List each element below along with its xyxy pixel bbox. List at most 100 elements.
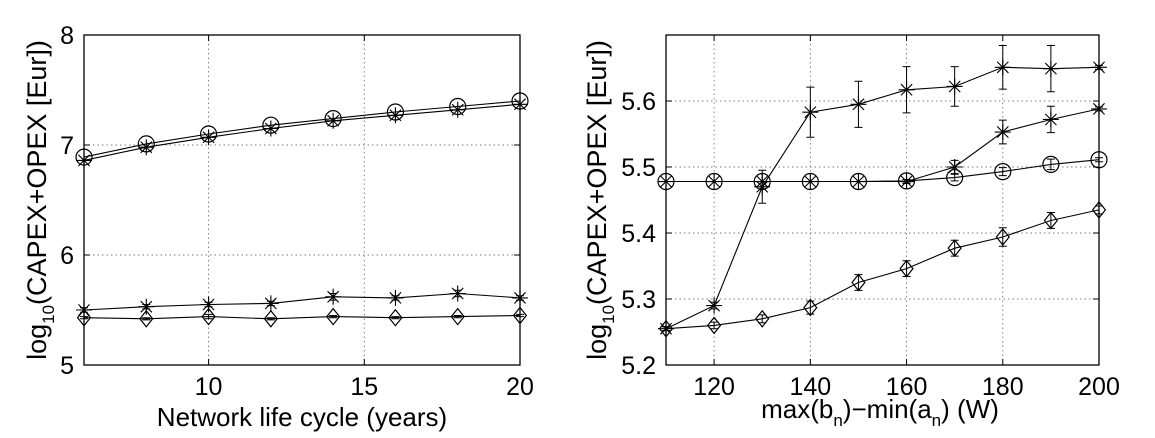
marker-diamond bbox=[201, 307, 216, 326]
error-bar bbox=[710, 321, 719, 330]
y-axis-label-subscript: 10 bbox=[599, 305, 618, 324]
marker-circle bbox=[994, 163, 1012, 181]
y-tick-label: 6 bbox=[60, 242, 74, 270]
marker-circle bbox=[705, 172, 723, 191]
y-tick-label: 5.2 bbox=[621, 352, 656, 380]
marker-star bbox=[262, 120, 279, 137]
y-axis-label-rest: (CAPEX+OPEX [Eur]) bbox=[22, 40, 52, 305]
x-axis-label-part3: ) (W) bbox=[941, 394, 999, 424]
error-bar bbox=[266, 317, 275, 321]
x-axis-label: Network life cycle (years) bbox=[157, 402, 447, 432]
error-bar bbox=[204, 313, 213, 320]
error-bar bbox=[142, 317, 151, 321]
marker-diamond bbox=[706, 316, 722, 335]
marker-circle bbox=[1042, 155, 1060, 173]
x-tick-label: 15 bbox=[350, 373, 378, 401]
plot-frame bbox=[665, 34, 1100, 366]
marker-circle bbox=[849, 172, 868, 191]
marker-diamond bbox=[388, 308, 403, 327]
plot-frame bbox=[83, 34, 521, 366]
marker-diamond bbox=[325, 307, 341, 326]
marker-star bbox=[200, 296, 217, 313]
x-axis-label: max(bn)−min(an) (W) bbox=[761, 394, 999, 430]
series-0 bbox=[658, 45, 1107, 337]
marker-star bbox=[1042, 111, 1059, 128]
marker-star bbox=[898, 81, 915, 98]
marker-star bbox=[138, 298, 155, 315]
series-3 bbox=[658, 200, 1107, 338]
marker-star bbox=[994, 59, 1011, 76]
series-1 bbox=[658, 100, 1107, 190]
series-line bbox=[83, 292, 521, 311]
marker-star bbox=[200, 129, 217, 146]
marker-diamond bbox=[851, 273, 866, 292]
series-layer bbox=[657, 45, 1108, 338]
marker-star bbox=[387, 289, 404, 306]
marker-circle bbox=[753, 172, 771, 191]
marker-star bbox=[946, 159, 963, 175]
error-bar bbox=[998, 167, 1007, 177]
error-bar bbox=[1046, 212, 1055, 229]
marker-diamond bbox=[899, 259, 914, 278]
series-2 bbox=[657, 151, 1108, 191]
marker-star bbox=[1042, 60, 1059, 77]
x-tick-label: 120 bbox=[693, 373, 735, 401]
series-line bbox=[666, 108, 1100, 183]
error-bar bbox=[998, 227, 1007, 247]
y-tick-label: 7 bbox=[60, 132, 74, 160]
marker-star bbox=[994, 124, 1011, 141]
marker-star bbox=[325, 112, 342, 129]
x-axis-label-sub2: n bbox=[932, 411, 941, 430]
error-bar bbox=[950, 173, 959, 182]
x-tick-label: 20 bbox=[506, 373, 534, 401]
y-tick-label: 5.5 bbox=[621, 154, 656, 182]
x-tick-label: 180 bbox=[982, 373, 1024, 401]
series-line bbox=[83, 100, 521, 158]
marker-diamond bbox=[803, 298, 818, 317]
error-bar bbox=[950, 239, 959, 257]
marker-diamond bbox=[263, 309, 279, 328]
series-line bbox=[665, 66, 1100, 330]
error-bar bbox=[453, 315, 462, 319]
error-bar bbox=[854, 274, 863, 291]
marker-diamond bbox=[139, 309, 154, 328]
y-tick-label: 5.4 bbox=[621, 220, 656, 248]
grid bbox=[666, 35, 1099, 365]
marker-diamond bbox=[755, 309, 770, 328]
marker-star bbox=[850, 96, 867, 113]
y-tick-label: 8 bbox=[60, 22, 74, 50]
series-1 bbox=[76, 96, 528, 169]
series-line bbox=[83, 314, 521, 320]
error-bar bbox=[329, 315, 338, 319]
x-tick-label: 140 bbox=[789, 373, 831, 401]
y-axis-label-base: log bbox=[22, 324, 52, 360]
marker-circle bbox=[801, 172, 819, 191]
marker-star bbox=[449, 101, 466, 118]
marker-star bbox=[706, 297, 723, 314]
series-line bbox=[665, 209, 1100, 330]
error-bar bbox=[1046, 158, 1055, 171]
marker-circle bbox=[897, 172, 916, 190]
series-line bbox=[83, 103, 521, 161]
x-tick-label: 10 bbox=[195, 373, 223, 401]
marker-star bbox=[802, 104, 819, 121]
chart-left: 10 15 20 5 6 7 8 Network life cycle (years) lo… bbox=[22, 22, 534, 432]
error-bar bbox=[902, 179, 911, 183]
marker-star bbox=[449, 285, 466, 302]
x-axis-label-part1: max(b bbox=[761, 394, 833, 424]
series-line bbox=[666, 159, 1100, 183]
x-axis-label-sub1: n bbox=[833, 411, 842, 430]
y-axis-label: log10(CAPEX+OPEX [Eur]) bbox=[22, 40, 58, 360]
marker-star bbox=[262, 295, 279, 312]
marker-diamond bbox=[995, 227, 1010, 246]
y-axis-label: log10(CAPEX+OPEX [Eur]) bbox=[582, 40, 618, 360]
y-tick-label: 5.6 bbox=[621, 88, 656, 116]
y-tick-label: 5.3 bbox=[621, 286, 656, 314]
x-tick-label: 200 bbox=[1078, 373, 1120, 401]
marker-circle bbox=[946, 168, 964, 187]
y-tick-label: 5 bbox=[60, 352, 74, 380]
marker-star bbox=[325, 288, 342, 305]
marker-diamond bbox=[1043, 211, 1059, 230]
